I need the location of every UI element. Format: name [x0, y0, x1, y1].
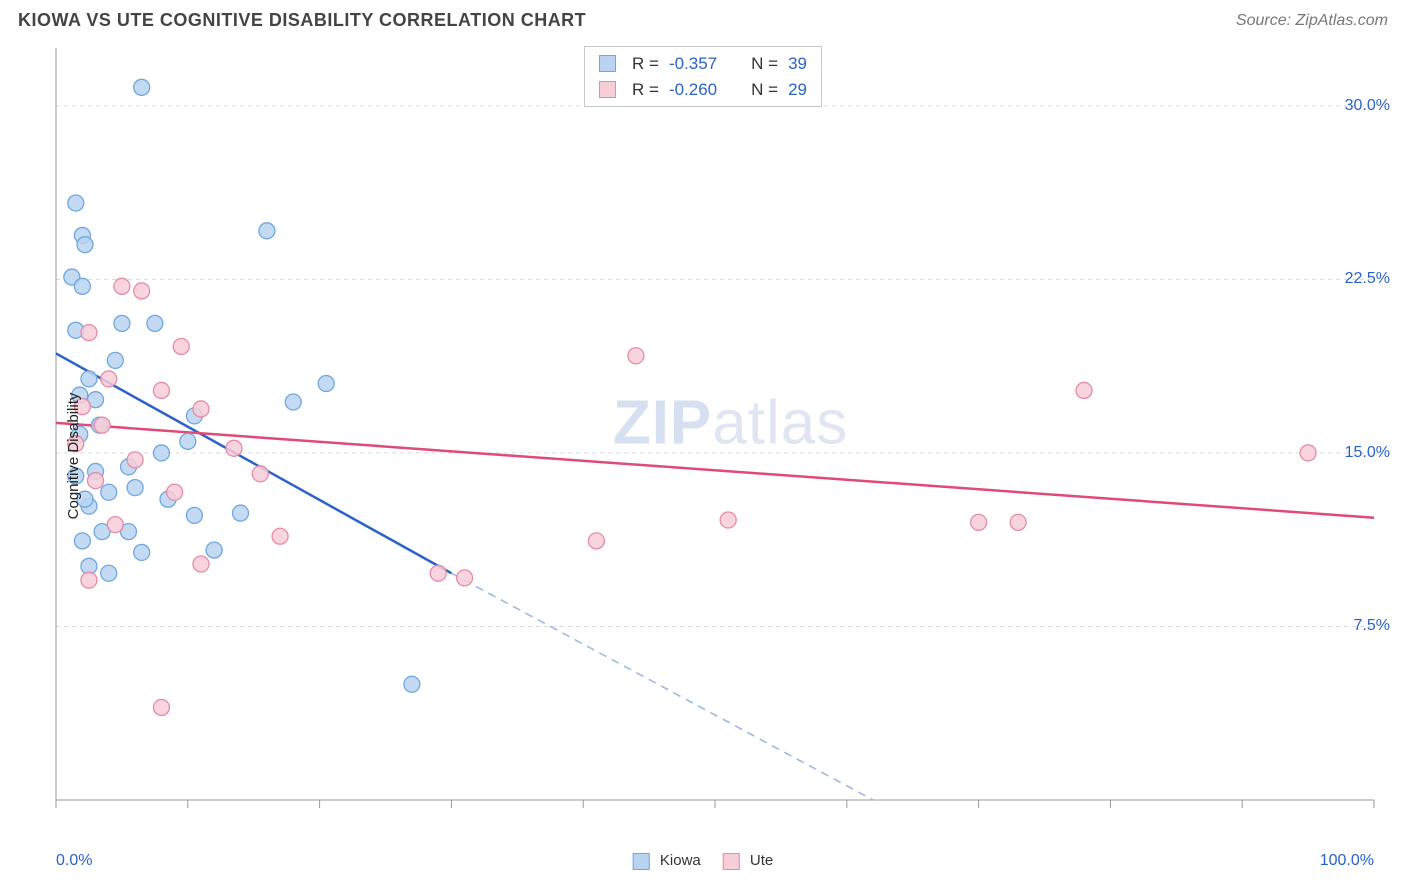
- chart-title: KIOWA VS UTE COGNITIVE DISABILITY CORREL…: [18, 10, 586, 31]
- source-label: Source: ZipAtlas.com: [1236, 12, 1388, 30]
- y-tick-label: 22.5%: [1345, 270, 1390, 288]
- legend-item-ute: Ute: [723, 852, 774, 870]
- chart-area: Cognitive Disability ZIPatlas R = -0.357…: [14, 44, 1392, 868]
- series-legend: Kiowa Ute: [633, 852, 774, 870]
- stats-legend: R = -0.357 N = 39 R = -0.260 N = 29: [584, 46, 822, 107]
- legend-swatch-ute-icon: [723, 853, 740, 870]
- stats-row-ute: R = -0.260 N = 29: [599, 77, 807, 103]
- legend-swatch-kiowa-icon: [633, 853, 650, 870]
- y-tick-label: 7.5%: [1354, 617, 1390, 635]
- y-axis-label: Cognitive Disability: [65, 393, 82, 520]
- stats-row-kiowa: R = -0.357 N = 39: [599, 51, 807, 77]
- legend-item-kiowa: Kiowa: [633, 852, 701, 870]
- swatch-ute-icon: [599, 81, 616, 98]
- scatter-plot: [14, 44, 1392, 844]
- y-tick-label: 15.0%: [1345, 444, 1390, 462]
- y-tick-label: 30.0%: [1345, 97, 1390, 115]
- x-axis-max-label: 100.0%: [1320, 852, 1374, 870]
- x-axis-min-label: 0.0%: [56, 852, 92, 870]
- swatch-kiowa-icon: [599, 55, 616, 72]
